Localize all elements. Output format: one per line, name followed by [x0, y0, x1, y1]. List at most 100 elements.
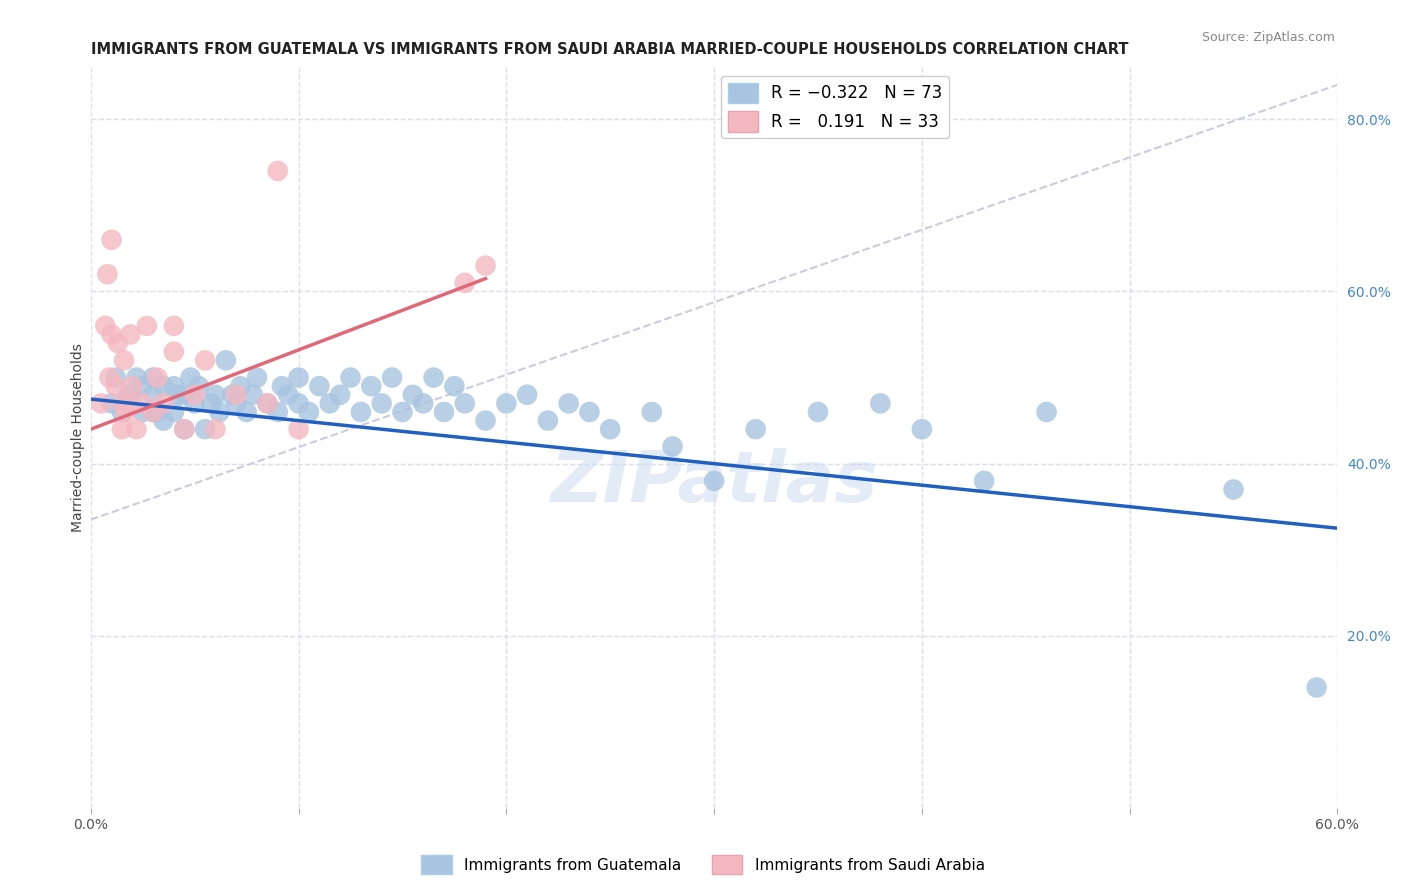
- Point: [641, 405, 664, 419]
- Point: [183, 388, 205, 402]
- Point: [163, 379, 186, 393]
- Point: [115, 405, 138, 419]
- Point: [100, 233, 122, 247]
- Point: [242, 388, 264, 402]
- Point: [1222, 483, 1244, 497]
- Point: [146, 370, 169, 384]
- Point: [308, 379, 330, 393]
- Point: [433, 405, 456, 419]
- Point: [111, 405, 134, 419]
- Point: [454, 396, 477, 410]
- Point: [121, 379, 143, 393]
- Point: [381, 370, 404, 384]
- Point: [200, 396, 222, 410]
- Point: [152, 379, 174, 393]
- Point: [180, 370, 202, 384]
- Point: [221, 388, 243, 402]
- Point: [132, 405, 155, 419]
- Point: [235, 405, 257, 419]
- Point: [104, 370, 127, 384]
- Point: [661, 439, 683, 453]
- Point: [703, 474, 725, 488]
- Point: [443, 379, 465, 393]
- Point: [287, 370, 309, 384]
- Point: [267, 164, 290, 178]
- Point: [225, 388, 247, 402]
- Point: [146, 405, 169, 419]
- Point: [495, 396, 517, 410]
- Point: [194, 422, 217, 436]
- Point: [104, 379, 127, 393]
- Point: [287, 396, 309, 410]
- Point: [117, 388, 139, 402]
- Point: [578, 405, 600, 419]
- Y-axis label: Married-couple Households: Married-couple Households: [72, 343, 86, 533]
- Point: [319, 396, 342, 410]
- Point: [167, 388, 190, 402]
- Point: [125, 422, 148, 436]
- Point: [339, 370, 361, 384]
- Point: [246, 370, 269, 384]
- Point: [474, 259, 496, 273]
- Point: [132, 379, 155, 393]
- Point: [911, 422, 934, 436]
- Point: [111, 396, 134, 410]
- Point: [135, 318, 157, 333]
- Point: [807, 405, 830, 419]
- Point: [267, 405, 290, 419]
- Point: [229, 379, 252, 393]
- Point: [132, 396, 155, 410]
- Legend: Immigrants from Guatemala, Immigrants from Saudi Arabia: Immigrants from Guatemala, Immigrants fr…: [415, 849, 991, 880]
- Point: [142, 388, 165, 402]
- Point: [256, 396, 278, 410]
- Point: [100, 396, 122, 410]
- Point: [360, 379, 382, 393]
- Point: [112, 353, 135, 368]
- Point: [869, 396, 891, 410]
- Text: IMMIGRANTS FROM GUATEMALA VS IMMIGRANTS FROM SAUDI ARABIA MARRIED-COUPLE HOUSEHO: IMMIGRANTS FROM GUATEMALA VS IMMIGRANTS …: [91, 42, 1128, 57]
- Point: [107, 336, 129, 351]
- Point: [183, 396, 205, 410]
- Point: [142, 370, 165, 384]
- Point: [94, 318, 117, 333]
- Point: [163, 344, 186, 359]
- Point: [277, 388, 299, 402]
- Point: [537, 414, 560, 428]
- Point: [350, 405, 373, 419]
- Point: [120, 327, 142, 342]
- Point: [474, 414, 496, 428]
- Point: [121, 388, 143, 402]
- Point: [96, 267, 118, 281]
- Point: [1305, 681, 1327, 695]
- Point: [204, 388, 226, 402]
- Point: [298, 405, 321, 419]
- Point: [391, 405, 413, 419]
- Point: [208, 405, 231, 419]
- Point: [454, 276, 477, 290]
- Point: [125, 370, 148, 384]
- Point: [117, 396, 139, 410]
- Point: [173, 388, 195, 402]
- Point: [287, 422, 309, 436]
- Point: [271, 379, 294, 393]
- Point: [557, 396, 579, 410]
- Point: [194, 353, 217, 368]
- Point: [402, 388, 425, 402]
- Point: [163, 318, 186, 333]
- Point: [152, 396, 174, 410]
- Point: [98, 370, 121, 384]
- Point: [215, 353, 238, 368]
- Point: [516, 388, 538, 402]
- Point: [973, 474, 995, 488]
- Text: Source: ZipAtlas.com: Source: ZipAtlas.com: [1202, 31, 1336, 45]
- Point: [111, 422, 134, 436]
- Point: [90, 396, 112, 410]
- Point: [225, 396, 247, 410]
- Point: [412, 396, 434, 410]
- Point: [100, 327, 122, 342]
- Point: [173, 422, 195, 436]
- Point: [329, 388, 352, 402]
- Point: [422, 370, 444, 384]
- Text: ZIPatlas: ZIPatlas: [550, 448, 877, 516]
- Point: [370, 396, 392, 410]
